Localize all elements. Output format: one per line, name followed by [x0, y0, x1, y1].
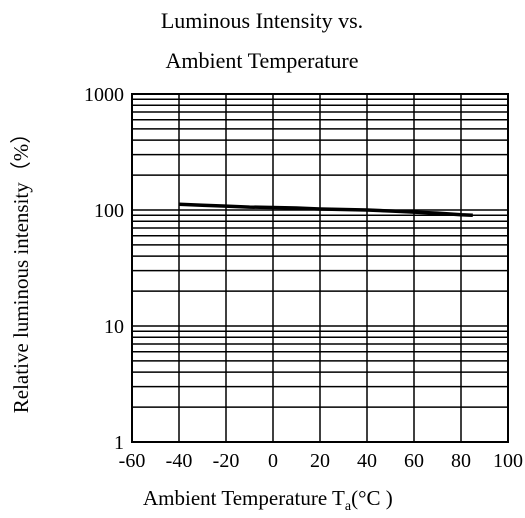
y-tick-label-0: 1 [114, 432, 124, 454]
x-tick-label-2: -20 [213, 450, 240, 472]
y-axis-label: Relative luminous intensity（%） [9, 123, 33, 413]
x-tick-label-4: 20 [310, 450, 330, 472]
x-tick-label-6: 60 [404, 450, 424, 472]
plot-frame [131, 93, 509, 443]
series-layer [178, 202, 473, 218]
chart-title-line1: Luminous Intensity vs. [161, 8, 363, 33]
y-tick-label-2: 100 [94, 200, 124, 222]
x-axis-label-subscript: a [345, 499, 352, 514]
x-tick-label-5: 40 [357, 450, 377, 472]
x-tick-label-3: 0 [268, 450, 278, 472]
x-tick-label-7: 80 [451, 450, 471, 472]
x-tick-label-0: -60 [119, 450, 146, 472]
x-axis-label: Ambient Temperature Ta(°C ) [143, 486, 393, 514]
y-tick-labels: 1 10 100 1000 [84, 84, 124, 454]
x-axis-label-unit: (°C ) [351, 486, 393, 510]
y-tick-label-1: 10 [104, 316, 124, 338]
chart-title-line2: Ambient Temperature [166, 48, 359, 73]
grid-layer [131, 93, 509, 443]
x-tick-label-8: 100 [493, 450, 523, 472]
x-tick-label-1: -40 [166, 450, 193, 472]
y-tick-label-3: 1000 [84, 84, 124, 106]
x-tick-labels: -60 -40 -20 0 20 40 60 80 100 [119, 450, 523, 472]
series-line-0 [178, 202, 473, 218]
x-axis-label-main: Ambient Temperature T [143, 486, 345, 510]
